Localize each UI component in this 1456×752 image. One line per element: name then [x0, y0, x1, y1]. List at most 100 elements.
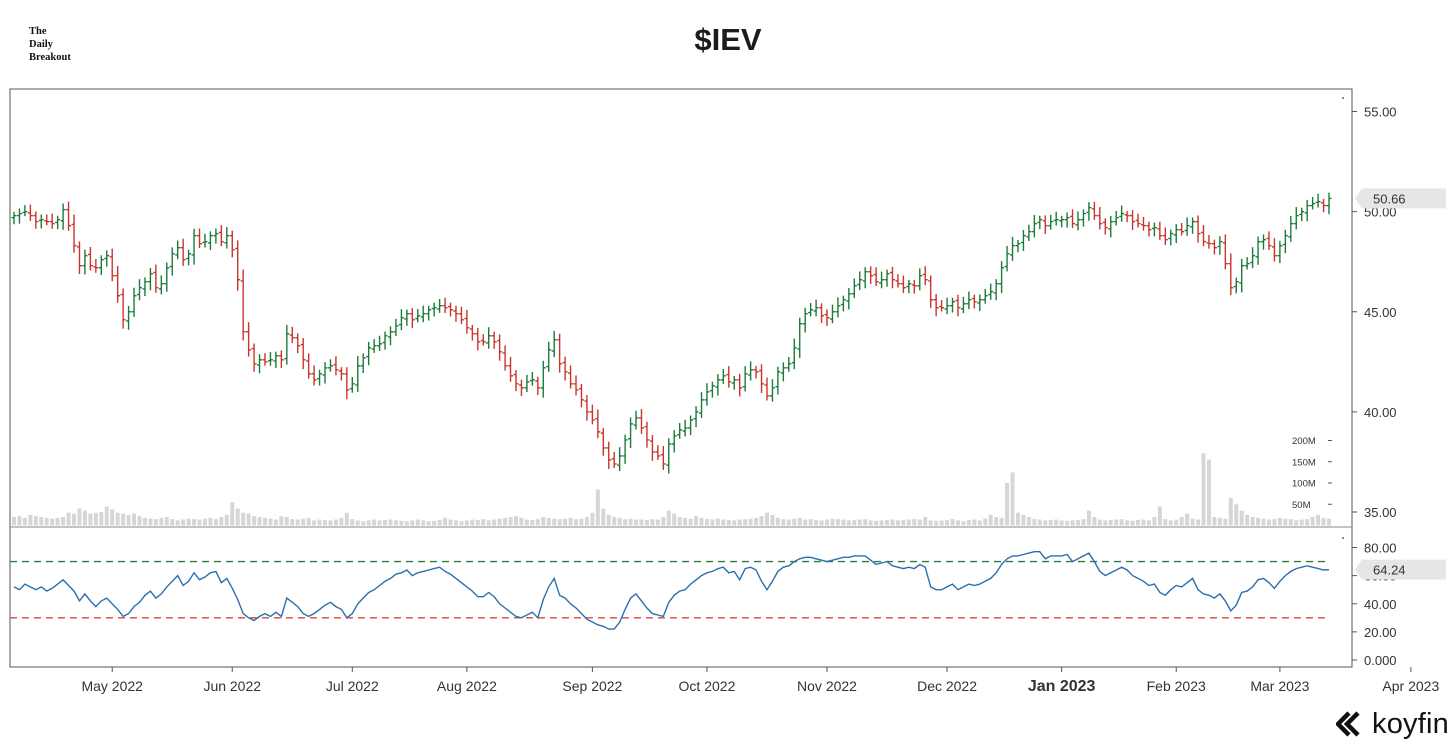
- volume-bar: [999, 517, 1004, 526]
- ohlc-bar: [235, 240, 241, 291]
- ohlc-bar: [753, 366, 759, 379]
- ohlc-bar: [404, 309, 410, 326]
- ohlc-bar: [1140, 216, 1146, 231]
- volume-bar: [721, 519, 726, 526]
- last-price-badge: 50.66: [1355, 188, 1446, 209]
- volume-bar: [606, 514, 611, 526]
- volume-bar: [852, 519, 857, 526]
- ohlc-bar: [1097, 207, 1103, 230]
- volume-bar: [1037, 519, 1042, 526]
- volume-bar: [284, 517, 289, 526]
- ohlc-bar: [317, 369, 323, 386]
- volume-bar: [715, 518, 720, 526]
- volume-bar: [443, 517, 448, 526]
- ohlc-bar: [126, 305, 132, 330]
- ohlc-bar: [742, 366, 748, 392]
- volume-bar: [208, 517, 213, 526]
- ohlc-bar: [224, 227, 230, 249]
- x-tick-label: Jun 2022: [203, 678, 261, 694]
- ohlc-bar: [60, 203, 66, 230]
- volume-bar: [639, 519, 644, 526]
- volume-bar: [470, 519, 475, 526]
- ohlc-bar: [300, 338, 306, 370]
- ohlc-bar: [273, 351, 279, 368]
- ohlc-bar: [218, 225, 224, 247]
- volume-bar: [655, 519, 660, 526]
- volume-bar: [906, 519, 911, 526]
- volume-bar: [590, 512, 595, 526]
- volume-bar: [972, 519, 977, 526]
- ohlc-bar: [120, 288, 126, 329]
- ohlc-bar: [1277, 241, 1283, 264]
- ohlc-bar: [508, 357, 514, 382]
- ohlc-bar: [49, 213, 55, 229]
- volume-bar: [737, 519, 742, 526]
- volume-bar: [268, 518, 273, 526]
- volume-bar: [1152, 517, 1157, 526]
- volume-bar: [77, 508, 82, 526]
- ohlc-bar: [1326, 192, 1332, 215]
- volume-bar: [579, 518, 584, 526]
- ohlc-bar: [1119, 205, 1125, 222]
- ohlc-bar: [889, 266, 895, 289]
- volume-bar: [273, 519, 278, 526]
- volume-bar: [1283, 518, 1288, 526]
- x-tick-label: Oct 2022: [679, 678, 736, 694]
- ohlc-bar: [257, 354, 263, 374]
- volume-bar: [808, 519, 813, 526]
- volume-bar: [262, 517, 267, 526]
- ohlc-bar: [802, 307, 808, 333]
- ohlc-bar: [497, 334, 503, 361]
- volume-bar: [126, 514, 131, 526]
- volume-bar: [301, 518, 306, 526]
- volume-bar: [88, 513, 93, 526]
- volume-bar: [694, 516, 699, 526]
- volume-bar: [1043, 520, 1048, 526]
- ohlc-bar: [562, 356, 568, 381]
- ohlc-bar: [1070, 209, 1076, 228]
- volume-bar: [252, 516, 257, 526]
- volume-bar: [945, 519, 950, 526]
- volume-bar: [453, 520, 458, 526]
- koyfin-wordmark-icon: koyfin: [1372, 708, 1449, 740]
- volume-bar: [885, 519, 890, 526]
- volume-bar: [563, 518, 568, 526]
- brand-line: Daily: [29, 39, 53, 50]
- volume-bar: [595, 489, 600, 526]
- ohlc-bar: [1228, 253, 1234, 296]
- ohlc-bar: [158, 275, 164, 295]
- last-price-badge-label: 50.66: [1373, 191, 1406, 206]
- ohlc-bar: [950, 297, 956, 313]
- axis-marker: [1342, 537, 1344, 539]
- volume-bar: [1239, 510, 1244, 526]
- ohlc-bar: [622, 434, 628, 464]
- brand-logo-text: The Daily Breakout: [29, 25, 71, 64]
- ohlc-bar: [486, 327, 492, 349]
- ohlc-bar: [366, 341, 372, 366]
- volume-bar: [1114, 519, 1119, 526]
- volume-bar: [950, 519, 955, 526]
- volume-bar: [868, 520, 873, 526]
- ohlc-bar: [966, 291, 972, 310]
- ohlc-bar: [917, 268, 923, 291]
- ohlc-bar: [295, 333, 301, 354]
- volume-bar: [1032, 519, 1037, 526]
- ohlc-bar: [1075, 211, 1081, 231]
- volume-bar: [863, 519, 868, 526]
- volume-bar: [28, 514, 33, 526]
- volume-bar: [437, 519, 442, 526]
- volume-bar: [110, 509, 115, 526]
- volume-bar: [12, 517, 16, 526]
- ohlc-bar: [147, 267, 153, 291]
- ohlc-bar: [371, 339, 377, 353]
- ohlc-bar: [568, 365, 574, 389]
- ohlc-bar: [475, 327, 481, 351]
- price-tick-label: 35.00: [1364, 505, 1397, 520]
- ohlc-bar: [688, 415, 694, 436]
- rsi-tick-label: 40.00: [1364, 597, 1397, 612]
- volume-bar: [339, 517, 344, 526]
- ohlc-bar: [775, 366, 781, 395]
- volume-bar: [142, 517, 147, 526]
- ohlc-bar: [759, 364, 765, 393]
